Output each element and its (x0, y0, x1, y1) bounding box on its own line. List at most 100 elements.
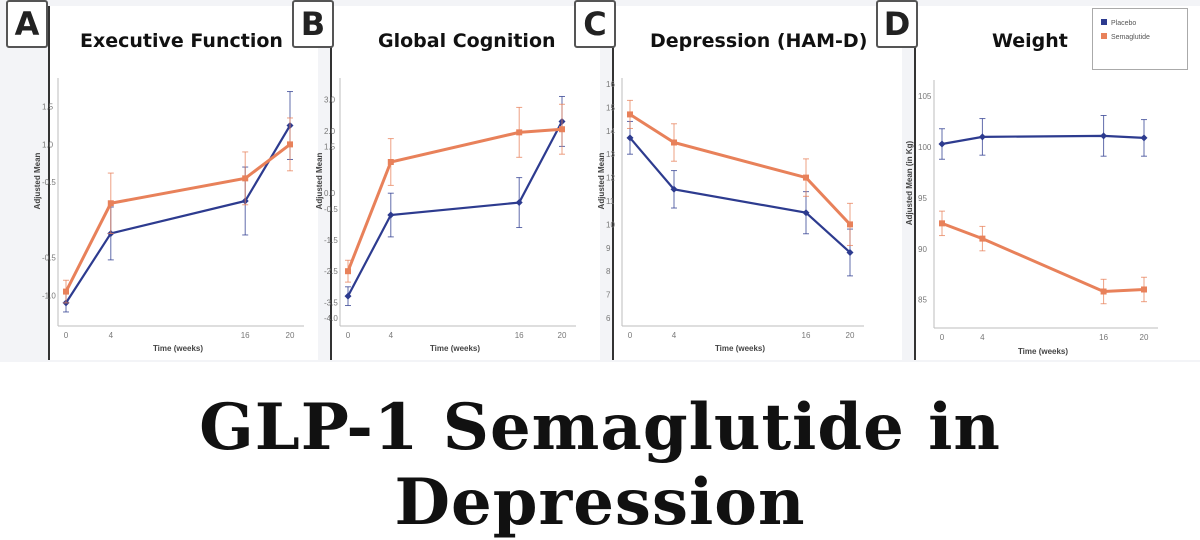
panel-title-a: Executive Function (80, 30, 283, 52)
y-axis-title: Adjusted Mean (597, 152, 606, 209)
series-line-semaglutide (941, 221, 1145, 294)
legend-label-semaglutide: Semaglutide (1111, 34, 1150, 41)
data-point-semaglutide (671, 139, 677, 146)
panel-letter-b: B (292, 0, 334, 48)
data-point-placebo (978, 133, 986, 141)
chart-a-plot: -1.0 -0.5 -0.5 1.0 1.5 0 4 16 20 Time (weeks) Adju… (33, 78, 304, 353)
data-point-semaglutide (803, 174, 809, 181)
series-line-placebo (65, 124, 291, 304)
x-tick-label: 16 (802, 331, 811, 340)
x-tick-label: 20 (846, 331, 855, 340)
series-line-placebo (941, 134, 1145, 146)
y-tick-label: 90 (918, 245, 927, 254)
y-tick-label: 3.0 (324, 96, 336, 105)
series-line-placebo (629, 137, 851, 254)
panel-title-d: Weight (992, 30, 1068, 52)
data-point-placebo (344, 292, 352, 300)
chart-c-plot: 6 7 8 9 10 11 12 13 14 15 16 0 4 16 20 Time (weeks) Adju… (597, 78, 864, 353)
y-tick-label: -2.5 (324, 267, 338, 276)
x-tick-label: 16 (241, 331, 250, 340)
y-tick-label: 10 (606, 220, 615, 229)
series-line-placebo (347, 120, 563, 297)
x-tick-label: 4 (109, 331, 114, 340)
data-point-placebo (938, 140, 946, 148)
x-tick-label: 0 (346, 331, 351, 340)
panel-letter-d: D (876, 0, 918, 48)
y-tick-label: 12 (606, 174, 615, 183)
x-axis-title: Time (weeks) (153, 344, 203, 353)
x-tick-label: 4 (389, 331, 394, 340)
legend-label-placebo: Placebo (1111, 20, 1137, 27)
legend-item-semaglutide: Semaglutide (1101, 33, 1150, 41)
data-point-semaglutide (847, 221, 853, 228)
y-tick-label: -0.5 (42, 178, 56, 187)
x-axis-title: Time (weeks) (1018, 347, 1068, 356)
panel-title-b: Global Cognition (378, 30, 556, 52)
headline-title: GLP-1 Semaglutide in Depression (199, 390, 1001, 540)
x-tick-label: 16 (515, 331, 524, 340)
data-point-semaglutide (107, 200, 114, 207)
y-tick-label: 7 (606, 291, 611, 300)
data-point-semaglutide (287, 141, 293, 148)
x-tick-label: 4 (672, 331, 677, 340)
data-point-placebo (1140, 134, 1148, 142)
y-tick-label: 95 (918, 194, 927, 203)
x-tick-label: 4 (980, 333, 985, 342)
legend-marker-placebo (1101, 19, 1107, 25)
y-tick-label: -4.0 (324, 314, 338, 323)
data-point-semaglutide (979, 235, 986, 242)
panel-letter-a: A (6, 0, 48, 48)
data-point-placebo (846, 248, 854, 256)
chart-b-plot: -4.0 -3.5 -2.5 -1.5 -0.5 0.0 1.5 2.0 3.0 0 4 16 20 Ti… (315, 78, 576, 353)
legend-marker-semaglutide (1101, 33, 1107, 39)
x-tick-label: 20 (286, 331, 295, 340)
data-point-placebo (670, 185, 678, 193)
series-line-semaglutide (64, 143, 291, 293)
data-point-semaglutide (387, 159, 394, 165)
x-tick-label: 0 (64, 331, 69, 340)
y-tick-label: 105 (918, 92, 932, 101)
y-tick-label: 14 (606, 127, 615, 136)
y-tick-label: -1.5 (324, 236, 338, 245)
panel-b-global-cognition: -4.0 -3.5 -2.5 -1.5 -0.5 0.0 1.5 2.0 3.0 0 4 16 20 Ti… (315, 6, 600, 360)
y-tick-label: -0.5 (42, 254, 56, 263)
y-axis-title: Adjusted Mean (33, 152, 42, 209)
y-tick-label: 1.5 (42, 103, 54, 112)
y-tick-label: 100 (918, 143, 932, 152)
data-point-placebo (802, 209, 810, 217)
y-tick-label: 11 (606, 197, 615, 206)
x-tick-label: 0 (628, 331, 633, 340)
data-point-semaglutide (1141, 286, 1147, 293)
data-point-semaglutide (345, 268, 351, 275)
data-point-placebo (515, 199, 523, 207)
y-tick-label: 13 (606, 150, 615, 159)
figure-strip: -1.0 -0.5 -0.5 1.0 1.5 0 4 16 20 Time (weeks) Adju… (0, 0, 1200, 362)
data-point-semaglutide (63, 288, 69, 295)
x-tick-label: 16 (1099, 333, 1108, 342)
y-axis-title: Adjusted Mean (in Kg) (905, 140, 914, 225)
panel-letter-c: C (574, 0, 616, 48)
x-tick-label: 0 (940, 333, 945, 342)
y-tick-label: 9 (606, 244, 611, 253)
y-tick-label: 0.0 (324, 189, 336, 198)
data-point-semaglutide (559, 126, 565, 133)
y-tick-label: 16 (606, 80, 615, 89)
chart-d-plot: 85 90 95 100 105 0 4 16 20 Time (weeks) Adjusted M… (905, 80, 1158, 356)
data-point-semaglutide (1100, 288, 1107, 295)
series-line-semaglutide (346, 127, 563, 272)
y-tick-label: 6 (606, 314, 611, 323)
data-point-placebo (626, 134, 634, 142)
legend-item-placebo: Placebo (1101, 19, 1136, 27)
data-point-semaglutide (242, 175, 249, 182)
chart-legend: Placebo Semaglutide (1092, 8, 1188, 70)
data-point-semaglutide (939, 220, 945, 227)
data-point-semaglutide (627, 111, 633, 118)
y-tick-label: 85 (918, 296, 927, 305)
y-tick-label: 15 (606, 103, 615, 112)
x-tick-label: 20 (1140, 333, 1149, 342)
panel-title-c: Depression (HAM-D) (650, 30, 868, 52)
panel-a-executive-function: -1.0 -0.5 -0.5 1.0 1.5 0 4 16 20 Time (weeks) Adju… (33, 6, 318, 360)
y-tick-label: -0.5 (324, 205, 338, 214)
y-axis-title: Adjusted Mean (315, 152, 324, 209)
panel-c-depression: 6 7 8 9 10 11 12 13 14 15 16 0 4 16 20 Time (weeks) Adju… (597, 6, 902, 360)
